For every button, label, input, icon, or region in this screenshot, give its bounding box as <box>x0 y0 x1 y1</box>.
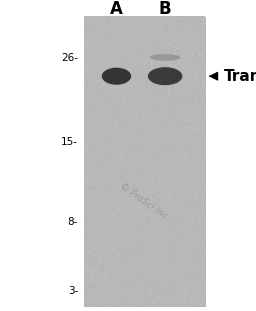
Ellipse shape <box>102 67 131 85</box>
Ellipse shape <box>150 54 180 61</box>
Text: Translin: Translin <box>224 69 256 84</box>
Text: 15-: 15- <box>61 137 78 146</box>
Text: 3-: 3- <box>68 286 78 296</box>
Ellipse shape <box>148 67 182 85</box>
Text: © ProSci Inc.: © ProSci Inc. <box>118 182 171 223</box>
Text: 26-: 26- <box>61 53 78 63</box>
Text: 8-: 8- <box>68 217 78 227</box>
Text: B: B <box>159 0 172 18</box>
Bar <box>84 17 205 306</box>
Text: A: A <box>110 0 123 18</box>
